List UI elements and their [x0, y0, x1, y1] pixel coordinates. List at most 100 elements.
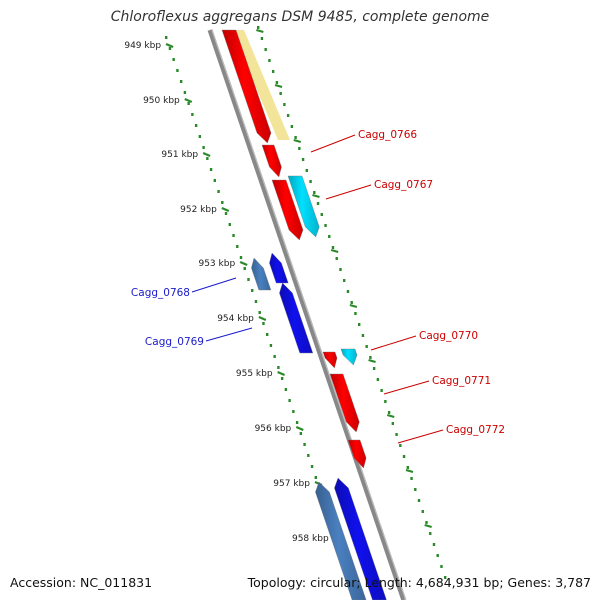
ruler-tick	[274, 83, 283, 89]
ruler-tick	[277, 370, 286, 377]
ruler-dot	[288, 399, 291, 402]
ruler-dot	[217, 190, 220, 193]
ruler-dot	[314, 476, 317, 479]
map-title: Chloroflexus aggregans DSM 9485, complet…	[110, 9, 490, 25]
gene-leader-line	[383, 380, 430, 395]
ruler-dot	[176, 69, 179, 72]
gene-label: Cagg_0768	[131, 287, 190, 299]
ruler-dot	[268, 59, 271, 62]
ruler-dot	[436, 554, 439, 557]
ruler-dot	[310, 465, 314, 468]
ruler-tick	[424, 523, 432, 529]
gene-block-0771	[329, 373, 360, 433]
ruler-dot	[209, 168, 213, 171]
ruler-tick	[202, 151, 211, 158]
ruler-dot	[365, 345, 368, 348]
ruler-dot	[399, 444, 402, 447]
topology-text: Topology: circular; Length: 4,684,931 bp…	[247, 575, 591, 590]
ruler-dot	[236, 245, 239, 248]
gene-block-0770b	[340, 348, 358, 366]
ruler-dot	[369, 356, 372, 359]
ruler-dot	[183, 91, 187, 94]
ruler-dot	[331, 246, 335, 249]
ruler-dot	[402, 455, 406, 458]
ruler-dot	[187, 102, 190, 105]
ruler-tick	[293, 138, 302, 144]
ruler-tick	[258, 315, 267, 322]
ruler-tick	[184, 97, 193, 104]
ruler-dot	[425, 521, 428, 524]
ruler-dot	[324, 224, 327, 227]
ruler-dot	[305, 169, 309, 172]
ruler-dot	[168, 47, 172, 50]
ruler-dot	[309, 180, 312, 183]
ruler-tick-label: 951 kbp	[161, 150, 198, 160]
gene-label: Cagg_0772	[446, 424, 505, 436]
ruler-tick	[386, 413, 395, 419]
ruler-tick	[368, 358, 376, 364]
ruler-dot	[301, 158, 305, 161]
ruler-dot	[346, 290, 350, 293]
ruler-dot	[292, 410, 295, 413]
ruler-dot	[429, 532, 432, 535]
ruler-dot	[395, 433, 398, 436]
ruler-dot	[284, 388, 288, 391]
ruler-dot	[198, 135, 202, 138]
ruler-dot	[269, 344, 273, 347]
gene-label: Cagg_0769	[145, 336, 204, 348]
ruler-dot	[350, 301, 353, 304]
outer-ruler-left	[165, 36, 351, 578]
ruler-dot	[372, 367, 376, 370]
ruler-dot	[273, 355, 276, 358]
ruler-dot	[213, 179, 217, 182]
ruler-dot	[254, 300, 258, 303]
ruler-tick-label: 958 kbp	[292, 534, 329, 544]
ruler-dot	[283, 103, 286, 106]
ruler-tick-label: 952 kbp	[180, 205, 217, 215]
ruler-dot	[257, 26, 260, 29]
ruler-tick	[165, 42, 174, 49]
ruler-tick	[405, 468, 414, 474]
gene-leader-line	[370, 335, 417, 351]
ruler-dot	[421, 510, 424, 513]
ruler-dot	[290, 125, 294, 128]
ruler-dot	[260, 37, 264, 40]
accession-text: Accession: NC_011831	[10, 575, 153, 590]
ruler-dot	[328, 235, 331, 238]
gene-leader-line	[325, 184, 372, 200]
ruler-dot	[232, 234, 235, 237]
gene-leader-line	[191, 277, 237, 293]
ruler-dot	[277, 366, 280, 369]
ruler-dot	[380, 389, 383, 392]
outer-ruler-right	[257, 26, 447, 579]
gene-block-0766b	[271, 179, 304, 241]
ruler-dot	[295, 421, 299, 424]
ruler-tick-label: 953 kbp	[198, 259, 235, 269]
ruler-tick-label: 949 kbp	[124, 41, 161, 51]
gene-block-0774	[334, 477, 387, 600]
ruler-dot	[354, 312, 357, 315]
ruler-dot	[391, 422, 395, 425]
ruler-dot	[384, 400, 387, 403]
ruler-dot	[410, 477, 413, 480]
gene-leader-line	[397, 429, 444, 444]
ruler-tick	[330, 248, 339, 254]
ruler-tick	[312, 193, 320, 199]
gene-label: Cagg_0766	[358, 129, 417, 141]
ruler-tick-label: 956 kbp	[255, 424, 292, 434]
ruler-dot	[414, 488, 417, 491]
ruler-dot	[265, 333, 269, 336]
ruler-dot	[299, 432, 303, 435]
ruler-tick-label: 957 kbp	[273, 479, 310, 489]
ruler-dot	[286, 114, 290, 117]
ruler-dot	[172, 58, 175, 61]
ruler-dot	[320, 213, 323, 216]
ruler-dot	[316, 202, 320, 205]
ruler-dot	[243, 267, 246, 270]
ruler-dot	[262, 322, 265, 325]
gene-block-0768b	[269, 252, 289, 284]
gene-label: Cagg_0770	[419, 330, 478, 342]
ruler-dot	[279, 92, 282, 95]
ruler-tick	[239, 260, 248, 267]
